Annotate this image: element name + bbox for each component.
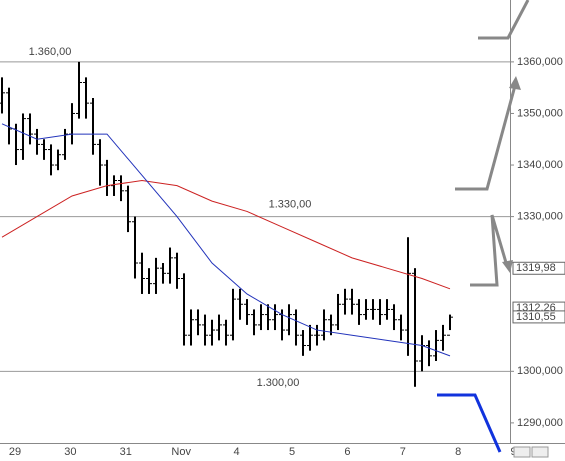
x-tick-label: 31: [120, 446, 132, 458]
moving-average: [1, 123, 451, 357]
x-tick-label: 8: [455, 446, 461, 458]
x-tick-label: Nov: [171, 446, 191, 458]
x-tick-label: 4: [234, 446, 240, 458]
x-tick-label: 6: [344, 446, 350, 458]
price-box-label: 1310,55: [516, 311, 556, 323]
arrow-head: [509, 76, 521, 90]
scroll-button[interactable]: [513, 446, 531, 458]
y-tick-label: 1350,000: [517, 107, 563, 119]
y-tick-label: 1290,000: [517, 417, 563, 429]
level-label: 1.360,00: [29, 46, 72, 58]
y-tick-label: 1360,000: [517, 56, 563, 68]
price-box: [512, 310, 565, 324]
level-label: 1.300,00: [257, 377, 300, 389]
trend-arrow: [437, 393, 502, 453]
scroll-icons[interactable]: [513, 446, 549, 458]
scroll-button[interactable]: [531, 446, 549, 458]
x-tick-label: 7: [400, 446, 406, 458]
arrow-head: [502, 260, 513, 273]
x-tick-label: 29: [9, 446, 21, 458]
level-label: 1.330,00: [269, 199, 312, 211]
y-tick-label: 1340,000: [517, 159, 563, 171]
trend-arrow: [470, 214, 509, 287]
x-tick-label: 5: [289, 446, 295, 458]
trend-arrow: [478, 0, 530, 40]
y-tick-label: 1300,000: [517, 365, 563, 377]
y-tick-label: 1330,000: [517, 211, 563, 223]
x-tick-label: 30: [64, 446, 76, 458]
price-box-label: 1319,98: [516, 262, 556, 274]
moving-average: [1, 179, 451, 290]
price-box: [512, 261, 565, 275]
drawing-tools: [455, 0, 530, 287]
trend-arrow: [455, 81, 518, 191]
